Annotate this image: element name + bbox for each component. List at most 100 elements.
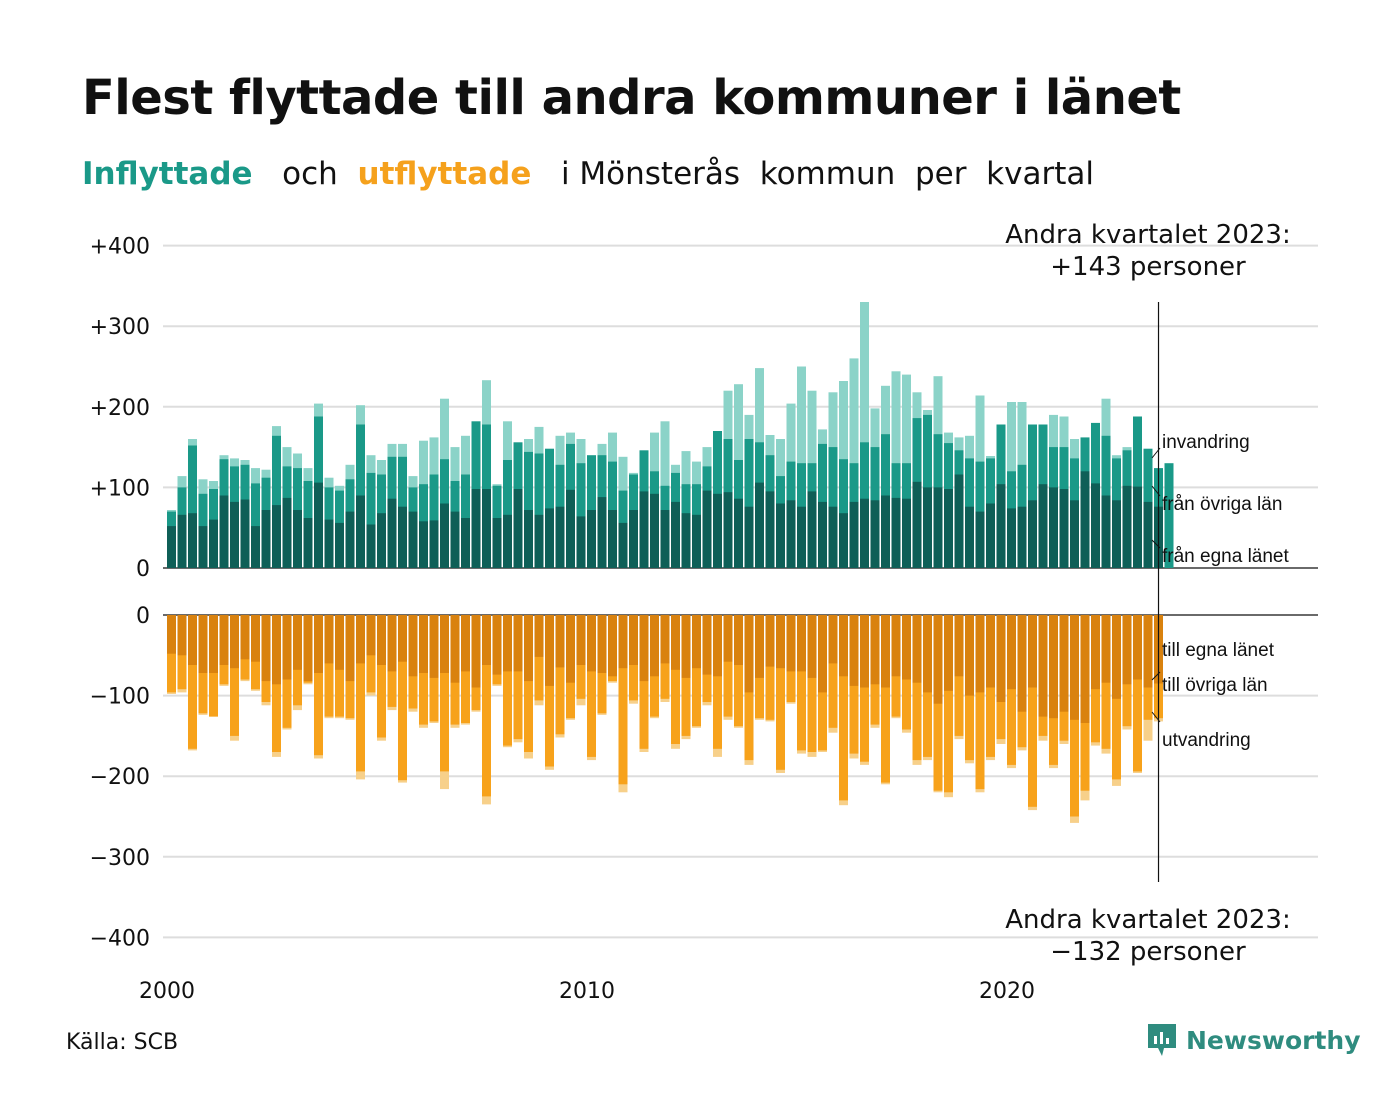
bar-in-från-egna-länet <box>849 501 859 568</box>
bar-in-från-egna-länet <box>681 513 691 568</box>
bar-out-till-övriga-län <box>734 615 743 727</box>
x-tick-label: 2000 <box>139 979 195 1004</box>
bar-out-till-egna-länet <box>975 615 985 693</box>
bar-in-från-egna-länet <box>608 510 617 568</box>
bar-out-till-egna-länet <box>650 615 659 677</box>
bar-out-till-egna-länet <box>534 615 544 657</box>
x-tick-label: 2010 <box>559 979 615 1004</box>
bar-in-från-egna-länet <box>755 482 764 568</box>
bar-in-från-övriga-län <box>272 435 281 568</box>
bar-in-från-egna-länet <box>513 489 523 568</box>
bar-out-till-egna-länet <box>1028 615 1037 688</box>
bar-in-från-egna-länet <box>524 510 533 568</box>
bar-out-till-egna-länet <box>744 615 754 693</box>
bar-in-från-övriga-län <box>366 472 376 568</box>
bar-in-från-egna-länet <box>923 487 932 568</box>
bar-out-till-egna-länet <box>1122 615 1132 685</box>
bar-out-till-egna-länet <box>660 615 670 664</box>
bar-out-till-egna-länet <box>1059 615 1069 712</box>
bar-in-från-egna-länet <box>660 510 670 568</box>
subtitle-och: och <box>282 156 338 192</box>
bar-out-till-egna-länet <box>1112 615 1121 699</box>
bar-out-till-egna-länet <box>419 615 428 673</box>
bar-out-till-egna-länet <box>849 615 859 686</box>
bar-in-från-egna-länet <box>1059 489 1069 568</box>
bar-in-från-egna-länet <box>324 519 334 568</box>
bar-out-till-egna-länet <box>1007 615 1016 690</box>
bar-in-från-egna-länet <box>965 506 974 568</box>
y-tick-label-bottom: −200 <box>90 765 150 790</box>
series-label-top: från övriga län <box>1162 494 1282 515</box>
bar-in-från-egna-länet <box>198 526 208 568</box>
bar-in-från-egna-länet <box>723 492 733 568</box>
bar-in-från-egna-länet <box>891 497 901 568</box>
subtitle-inflyttade: Inflyttade <box>82 156 253 192</box>
bar-out-till-egna-länet <box>818 615 827 693</box>
label-leader <box>1151 711 1161 723</box>
chart-subtitle: Inflyttade och utflyttade i Mönsterås ko… <box>82 156 1094 192</box>
bar-out-till-övriga-län <box>1028 615 1037 807</box>
bar-in-från-egna-länet <box>293 510 302 568</box>
bar-in-från-egna-länet <box>534 514 544 568</box>
bar-out-till-övriga-län <box>482 615 491 797</box>
bar-out-till-övriga-län <box>377 615 386 738</box>
bar-in-från-egna-länet <box>209 519 218 568</box>
bar-out-till-övriga-län <box>639 615 649 749</box>
bar-out-till-övriga-län <box>555 615 565 735</box>
bar-in-från-egna-länet <box>1091 483 1100 568</box>
bar-out-till-egna-länet <box>912 615 922 683</box>
y-tick-label-bottom: 0 <box>136 604 150 629</box>
bar-out-till-övriga-län <box>912 615 922 761</box>
bar-in-från-egna-länet <box>188 513 197 568</box>
bar-in-från-egna-länet <box>933 487 943 568</box>
series-label-top: från egna länet <box>1162 546 1289 567</box>
bar-out-till-övriga-län <box>828 615 838 728</box>
bar-out-till-egna-länet <box>954 615 964 677</box>
bar-in-från-egna-länet <box>576 516 586 568</box>
bar-out-till-egna-länet <box>387 615 397 672</box>
bar-in-från-egna-länet <box>387 498 397 568</box>
bar-out-till-egna-länet <box>692 615 701 669</box>
bar-in-från-egna-länet <box>975 511 985 568</box>
y-tick-label-top: +300 <box>90 315 150 340</box>
bar-in-från-egna-länet <box>335 522 344 568</box>
bar-out-till-egna-länet <box>482 615 491 665</box>
bar-out-till-egna-länet <box>891 615 901 677</box>
bar-in-från-egna-länet <box>345 511 355 568</box>
bar-out-till-egna-länet <box>272 615 281 685</box>
bar-out-till-egna-länet <box>870 615 880 685</box>
bar-out-till-egna-länet <box>293 615 302 670</box>
bar-in-från-egna-länet <box>566 489 575 568</box>
bar-in-från-övriga-län <box>1028 424 1037 568</box>
bar-out-till-egna-länet <box>1091 615 1100 690</box>
bar-out-till-egna-länet <box>377 615 386 665</box>
bar-out-till-egna-länet <box>828 615 838 664</box>
bar-out-till-egna-länet <box>618 615 628 669</box>
bar-in-från-egna-länet <box>492 518 502 568</box>
bar-out-till-egna-länet <box>261 615 271 682</box>
bar-out-till-egna-länet <box>450 615 460 683</box>
bar-out-till-egna-länet <box>576 615 586 665</box>
bar-in-från-egna-länet <box>450 511 460 568</box>
bar-out-till-egna-länet <box>513 615 523 672</box>
bar-out-till-egna-länet <box>1038 615 1048 717</box>
y-tick-label-bottom: −100 <box>90 685 150 710</box>
bar-out-till-egna-länet <box>587 615 596 672</box>
bar-in-från-övriga-län <box>576 463 586 568</box>
bar-out-till-egna-länet <box>986 615 995 688</box>
label-leader <box>1151 485 1161 497</box>
bar-in-från-egna-länet <box>902 498 911 568</box>
bar-in-från-egna-länet <box>912 481 922 568</box>
bar-out-till-egna-länet <box>681 615 691 678</box>
bar-out-till-egna-länet <box>1101 615 1111 683</box>
bar-in-från-egna-länet <box>251 526 260 568</box>
bar-out-till-egna-länet <box>1080 615 1090 723</box>
annotation-bottom-line1: Andra kvartalet 2023: <box>1005 905 1290 935</box>
bar-in-från-egna-länet <box>1133 486 1142 568</box>
bar-in-från-egna-länet <box>545 508 554 568</box>
bar-out-till-övriga-län <box>839 615 848 801</box>
bar-out-till-egna-länet <box>807 615 817 678</box>
bar-out-till-egna-länet <box>303 615 313 682</box>
bar-out-till-egna-länet <box>776 615 785 669</box>
bar-in-från-egna-länet <box>986 503 995 568</box>
